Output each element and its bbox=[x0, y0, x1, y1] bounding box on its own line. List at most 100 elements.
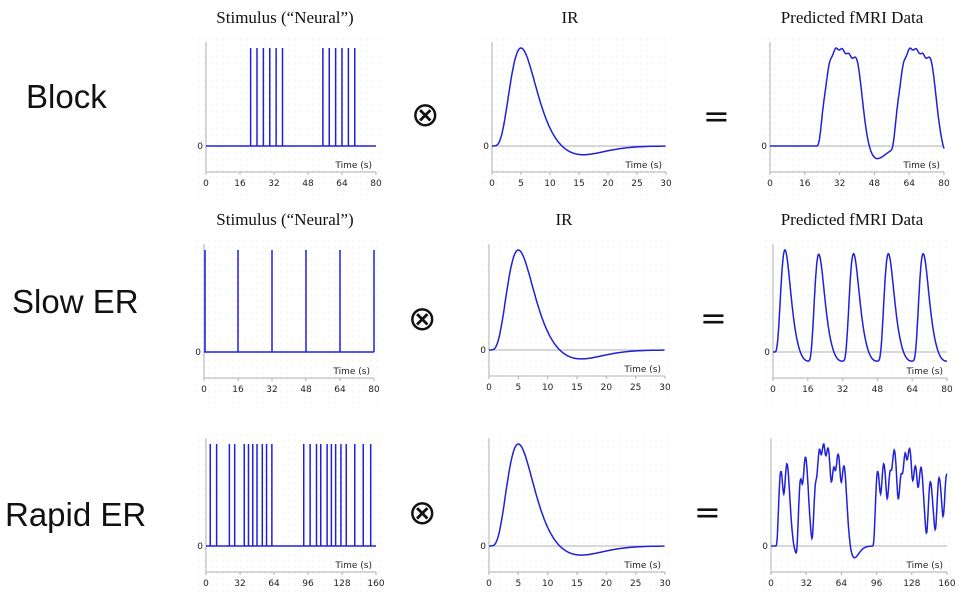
x-tick-label: 0 bbox=[767, 179, 773, 189]
ir-title-row2: IR bbox=[555, 210, 573, 229]
convolve-symbol-row3: ⊗ bbox=[408, 493, 437, 533]
x-tick-label: 80 bbox=[941, 385, 953, 395]
x-tick-label: 160 bbox=[367, 579, 384, 589]
x-tick-label: 160 bbox=[938, 579, 955, 589]
impulse-response-curve bbox=[489, 443, 665, 556]
x-tick-label: 0 bbox=[203, 579, 209, 589]
row-label-slow-er: Slow ER bbox=[12, 283, 139, 320]
x-tick-label: 0 bbox=[203, 179, 209, 189]
x-tick-label: 48 bbox=[869, 179, 881, 189]
x-tick-label: 0 bbox=[486, 579, 492, 589]
x-tick-label: 10 bbox=[544, 179, 556, 189]
zero-tick-label: 0 bbox=[764, 348, 770, 358]
equals-symbol-row1: = bbox=[703, 97, 730, 135]
x-axis-label: Time (s) bbox=[905, 367, 943, 377]
ir-title-row1: IR bbox=[561, 8, 579, 27]
stimulus-plot-slow-er: 0 0 16 32 48 64 80 Time (s) bbox=[195, 240, 380, 404]
stimulus-plot-block: 0 0 16 32 48 64 80 Time (s) bbox=[197, 38, 382, 198]
row-label-rapid-er: Rapid ER bbox=[5, 496, 147, 533]
convolve-symbol-row1: ⊗ bbox=[411, 95, 440, 135]
plot-background bbox=[763, 434, 951, 594]
x-tick-label: 128 bbox=[903, 579, 920, 589]
impulse-response-curve bbox=[492, 47, 666, 156]
plot-background bbox=[481, 240, 669, 402]
x-tick-label: 0 bbox=[486, 383, 492, 393]
row-label-block: Block bbox=[26, 78, 107, 115]
x-tick-label: 5 bbox=[518, 179, 524, 189]
ir-plot-block: 0 0 5 10 15 20 25 30 Time (s) bbox=[483, 38, 672, 198]
plot-background bbox=[198, 38, 380, 198]
x-tick-label: 0 bbox=[489, 179, 495, 189]
x-tick-label: 10 bbox=[542, 579, 554, 589]
x-tick-label: 15 bbox=[571, 579, 582, 589]
x-tick-label: 80 bbox=[938, 179, 950, 189]
plot-background bbox=[481, 434, 669, 594]
plot-background bbox=[484, 38, 670, 198]
zero-tick-label: 0 bbox=[480, 346, 486, 356]
plot-background bbox=[198, 434, 380, 594]
x-tick-label: 30 bbox=[659, 579, 671, 589]
convolve-symbol-row2: ⊗ bbox=[408, 299, 437, 339]
x-tick-label: 64 bbox=[336, 179, 348, 189]
x-tick-label: 15 bbox=[573, 179, 584, 189]
x-tick-label: 16 bbox=[799, 179, 811, 189]
ir-plot-slow-er: 0 0 5 10 15 20 25 30 Time (s) bbox=[480, 240, 671, 402]
x-tick-label: 25 bbox=[631, 179, 642, 189]
predicted-plot-slow-er: 0 0 16 32 48 64 80 Time (s) bbox=[764, 240, 953, 404]
x-axis-label: Time (s) bbox=[623, 365, 661, 375]
zero-tick-label: 0 bbox=[483, 142, 489, 152]
x-tick-label: 0 bbox=[768, 579, 774, 589]
zero-tick-label: 0 bbox=[761, 142, 767, 152]
x-tick-label: 64 bbox=[906, 385, 918, 395]
x-tick-label: 16 bbox=[802, 385, 814, 395]
x-tick-label: 64 bbox=[836, 579, 848, 589]
x-tick-label: 32 bbox=[268, 179, 279, 189]
x-tick-label: 16 bbox=[234, 179, 246, 189]
x-tick-label: 64 bbox=[268, 579, 280, 589]
plot-background bbox=[762, 38, 948, 198]
x-tick-label: 32 bbox=[266, 385, 277, 395]
x-tick-label: 20 bbox=[601, 383, 613, 393]
x-axis-label: Time (s) bbox=[905, 561, 943, 571]
stimulus-title-row1: Stimulus (“Neural”) bbox=[216, 8, 354, 27]
x-tick-label: 10 bbox=[542, 383, 554, 393]
predicted-title-row2: Predicted fMRI Data bbox=[780, 210, 924, 229]
x-tick-label: 48 bbox=[302, 179, 314, 189]
x-tick-label: 64 bbox=[334, 385, 346, 395]
plot-background bbox=[765, 240, 951, 404]
predicted-title-row1: Predicted fMRI Data bbox=[780, 8, 924, 27]
x-tick-label: 20 bbox=[601, 579, 613, 589]
zero-tick-label: 0 bbox=[480, 542, 486, 552]
x-tick-label: 32 bbox=[837, 385, 848, 395]
x-axis-label: Time (s) bbox=[334, 561, 372, 571]
x-tick-label: 5 bbox=[515, 383, 521, 393]
x-tick-label: 30 bbox=[659, 383, 671, 393]
x-tick-label: 96 bbox=[302, 579, 314, 589]
predicted-plot-block: 0 0 16 32 48 64 80 Time (s) bbox=[761, 38, 950, 198]
x-tick-label: 80 bbox=[370, 179, 382, 189]
x-tick-label: 5 bbox=[515, 579, 521, 589]
predicted-bold-curve bbox=[771, 442, 948, 559]
equals-symbol-row3: = bbox=[694, 493, 721, 531]
zero-tick-label: 0 bbox=[197, 542, 203, 552]
x-tick-label: 25 bbox=[630, 579, 641, 589]
x-tick-label: 30 bbox=[660, 179, 672, 189]
x-tick-label: 16 bbox=[232, 385, 244, 395]
x-tick-label: 32 bbox=[834, 179, 845, 189]
x-tick-label: 128 bbox=[333, 579, 350, 589]
zero-tick-label: 0 bbox=[762, 542, 768, 552]
x-tick-label: 64 bbox=[903, 179, 915, 189]
ir-plot-rapid-er: 0 0 5 10 15 20 25 30 Time (s) bbox=[480, 434, 671, 594]
predicted-bold-curve bbox=[770, 47, 945, 160]
predicted-bold-curve bbox=[773, 249, 947, 362]
x-axis-label: Time (s) bbox=[623, 561, 661, 571]
x-tick-label: 48 bbox=[872, 385, 884, 395]
stimulus-title-row2: Stimulus (“Neural”) bbox=[216, 210, 354, 229]
x-tick-label: 15 bbox=[571, 383, 582, 393]
x-axis-label: Time (s) bbox=[624, 161, 662, 171]
plot-background bbox=[196, 240, 378, 404]
x-tick-label: 32 bbox=[800, 579, 811, 589]
x-tick-label: 20 bbox=[602, 179, 614, 189]
zero-tick-label: 0 bbox=[195, 348, 201, 358]
x-axis-label: Time (s) bbox=[902, 161, 940, 171]
